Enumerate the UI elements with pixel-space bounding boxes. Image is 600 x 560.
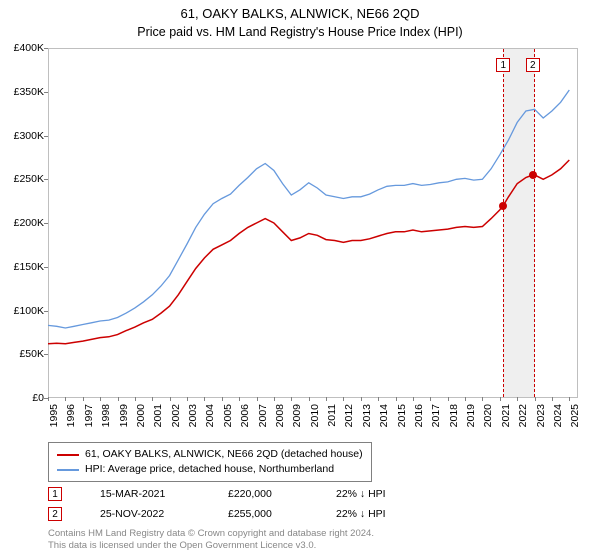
sale-price: £220,000: [228, 488, 298, 500]
x-axis-label: 1998: [100, 404, 112, 427]
y-axis-label: £200K: [14, 217, 44, 229]
x-axis-label: 2007: [257, 404, 269, 427]
chart-container: 61, OAKY BALKS, ALNWICK, NE66 2QD Price …: [0, 0, 600, 560]
y-axis-label: £0: [32, 392, 44, 404]
chart-subtitle: Price paid vs. HM Land Registry's House …: [0, 21, 600, 39]
x-axis-label: 2006: [239, 404, 251, 427]
y-axis-label: £300K: [14, 130, 44, 142]
y-axis-label: £50K: [19, 348, 44, 360]
x-axis-label: 2001: [152, 404, 164, 427]
x-axis-label: 2003: [187, 404, 199, 427]
y-axis-label: £350K: [14, 86, 44, 98]
x-axis-label: 2005: [222, 404, 234, 427]
sale-dot: [529, 171, 537, 179]
sale-marker-box: 2: [526, 58, 540, 72]
x-axis-label: 2020: [482, 404, 494, 427]
sale-date: 25-NOV-2022: [100, 508, 190, 520]
legend-swatch: [57, 469, 79, 471]
x-axis-label: 2002: [170, 404, 182, 427]
x-axis-label: 2019: [465, 404, 477, 427]
legend-label: HPI: Average price, detached house, Nort…: [85, 462, 334, 477]
x-axis-label: 2015: [396, 404, 408, 427]
chart-lines-svg: [48, 48, 578, 398]
x-axis-label: 2016: [413, 404, 425, 427]
legend-label: 61, OAKY BALKS, ALNWICK, NE66 2QD (detac…: [85, 447, 363, 462]
sale-row: 2 25-NOV-2022 £255,000 22% ↓ HPI: [48, 504, 426, 524]
x-axis-label: 2023: [535, 404, 547, 427]
sale-rows: 1 15-MAR-2021 £220,000 22% ↓ HPI 2 25-NOV-202…: [48, 484, 426, 524]
y-axis-label: £150K: [14, 261, 44, 273]
legend: 61, OAKY BALKS, ALNWICK, NE66 2QD (detac…: [48, 442, 372, 482]
y-axis-label: £100K: [14, 305, 44, 317]
sale-price: £255,000: [228, 508, 298, 520]
sale-vs-hpi: 22% ↓ HPI: [336, 508, 426, 520]
x-axis-label: 2012: [343, 404, 355, 427]
x-axis-label: 1995: [48, 404, 60, 427]
x-axis-label: 2024: [552, 404, 564, 427]
sale-marker-box: 1: [496, 58, 510, 72]
chart-area: £0£50K£100K£150K£200K£250K£300K£350K£400…: [48, 48, 578, 398]
sale-vs-hpi: 22% ↓ HPI: [336, 488, 426, 500]
sale-date: 15-MAR-2021: [100, 488, 190, 500]
footer-line-2: This data is licensed under the Open Gov…: [48, 540, 374, 552]
x-axis-label: 2000: [135, 404, 147, 427]
x-axis-label: 1999: [118, 404, 130, 427]
x-axis-label: 2014: [378, 404, 390, 427]
x-axis-label: 2021: [500, 404, 512, 427]
x-axis-label: 2017: [430, 404, 442, 427]
y-axis-label: £250K: [14, 173, 44, 185]
x-axis-label: 2008: [274, 404, 286, 427]
footer-attribution: Contains HM Land Registry data © Crown c…: [48, 528, 374, 552]
x-axis-label: 2009: [291, 404, 303, 427]
chart-title: 61, OAKY BALKS, ALNWICK, NE66 2QD: [0, 0, 600, 21]
x-axis-label: 2013: [361, 404, 373, 427]
x-axis-label: 2004: [204, 404, 216, 427]
sale-marker: 2: [48, 507, 62, 521]
x-axis-label: 1996: [65, 404, 77, 427]
x-axis-label: 2022: [517, 404, 529, 427]
x-axis-label: 2010: [309, 404, 321, 427]
series-line: [48, 160, 569, 344]
legend-swatch: [57, 454, 79, 456]
legend-item: HPI: Average price, detached house, Nort…: [57, 462, 363, 477]
x-axis-label: 1997: [83, 404, 95, 427]
sale-row: 1 15-MAR-2021 £220,000 22% ↓ HPI: [48, 484, 426, 504]
legend-item: 61, OAKY BALKS, ALNWICK, NE66 2QD (detac…: [57, 447, 363, 462]
series-line: [48, 90, 569, 328]
x-axis-label: 2018: [448, 404, 460, 427]
footer-line-1: Contains HM Land Registry data © Crown c…: [48, 528, 374, 540]
x-axis-label: 2011: [326, 404, 338, 427]
x-axis-label: 2025: [569, 404, 581, 427]
sale-dot: [499, 202, 507, 210]
sale-marker: 1: [48, 487, 62, 501]
y-axis-label: £400K: [14, 42, 44, 54]
